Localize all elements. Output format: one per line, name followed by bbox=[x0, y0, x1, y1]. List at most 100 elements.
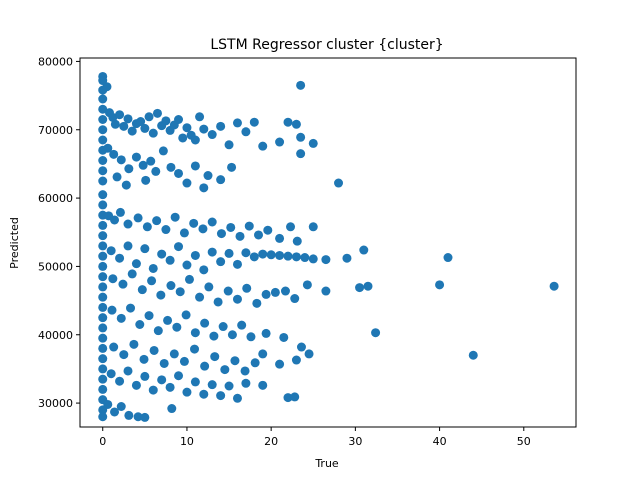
data-point bbox=[148, 128, 158, 138]
data-point bbox=[110, 407, 120, 417]
data-point bbox=[103, 143, 113, 153]
data-point bbox=[258, 380, 268, 390]
data-point bbox=[266, 250, 276, 260]
data-point bbox=[355, 283, 365, 293]
data-point bbox=[321, 286, 331, 296]
data-point bbox=[182, 387, 192, 397]
data-point bbox=[98, 176, 108, 186]
data-point bbox=[308, 254, 318, 264]
data-point bbox=[116, 155, 126, 165]
data-point bbox=[98, 125, 108, 135]
data-point bbox=[98, 104, 108, 114]
data-point bbox=[249, 252, 259, 262]
data-point bbox=[98, 241, 108, 251]
data-point bbox=[224, 248, 234, 258]
data-point bbox=[258, 249, 268, 259]
data-point bbox=[199, 265, 209, 275]
data-point bbox=[216, 175, 226, 185]
data-point bbox=[123, 219, 133, 229]
data-point bbox=[140, 123, 150, 133]
data-point bbox=[190, 377, 200, 387]
data-point bbox=[283, 117, 293, 127]
data-point bbox=[252, 298, 262, 308]
data-point bbox=[172, 322, 182, 332]
y-tick-label: 30000 bbox=[38, 397, 73, 410]
data-point bbox=[292, 236, 302, 246]
data-point bbox=[241, 378, 251, 388]
data-point bbox=[210, 352, 220, 362]
data-point bbox=[135, 320, 145, 329]
data-point bbox=[98, 94, 108, 104]
data-point bbox=[321, 255, 331, 265]
data-point bbox=[98, 313, 108, 323]
data-point bbox=[240, 366, 250, 376]
data-point bbox=[223, 286, 233, 296]
data-point bbox=[166, 162, 176, 172]
data-point bbox=[144, 112, 154, 122]
data-point bbox=[232, 259, 242, 269]
data-point bbox=[200, 361, 210, 371]
data-point bbox=[141, 175, 151, 185]
data-point bbox=[131, 380, 141, 390]
data-point bbox=[174, 115, 184, 124]
data-point bbox=[98, 374, 108, 384]
data-point bbox=[115, 110, 125, 120]
data-point bbox=[220, 365, 230, 375]
data-point bbox=[169, 349, 179, 359]
data-point bbox=[131, 152, 141, 162]
data-point bbox=[275, 233, 285, 243]
data-point bbox=[296, 342, 306, 352]
data-point bbox=[199, 183, 209, 193]
data-point bbox=[108, 274, 118, 284]
data-point bbox=[167, 404, 177, 414]
data-point bbox=[98, 231, 108, 241]
x-axis-label: True bbox=[314, 457, 339, 470]
chart-title: LSTM Regressor cluster {cluster} bbox=[210, 37, 443, 53]
data-point bbox=[140, 412, 150, 422]
data-point bbox=[291, 252, 301, 262]
data-point bbox=[216, 121, 226, 131]
data-point bbox=[98, 282, 108, 292]
data-point bbox=[290, 392, 300, 402]
data-point bbox=[213, 297, 223, 307]
data-point bbox=[190, 161, 200, 171]
data-point bbox=[165, 255, 175, 265]
data-point bbox=[250, 358, 260, 368]
data-point bbox=[209, 331, 219, 341]
y-tick-label: 60000 bbox=[38, 192, 73, 205]
data-point bbox=[207, 247, 217, 257]
data-point bbox=[163, 315, 173, 325]
data-point bbox=[110, 215, 120, 225]
data-point bbox=[107, 305, 117, 315]
data-point bbox=[227, 330, 237, 340]
data-point bbox=[216, 229, 226, 239]
data-point bbox=[232, 393, 242, 403]
data-point bbox=[443, 253, 453, 263]
data-point bbox=[246, 332, 256, 342]
data-point bbox=[468, 350, 478, 360]
data-point bbox=[166, 281, 176, 291]
plot-area-frame bbox=[79, 57, 577, 428]
data-point bbox=[159, 358, 169, 368]
data-point bbox=[230, 356, 240, 366]
data-point bbox=[174, 242, 184, 252]
data-point bbox=[300, 253, 310, 263]
data-point bbox=[302, 280, 312, 290]
data-point bbox=[283, 393, 293, 403]
data-point bbox=[178, 133, 188, 143]
data-point bbox=[258, 141, 268, 151]
data-point bbox=[179, 356, 189, 366]
y-tick-label: 80000 bbox=[38, 55, 73, 68]
data-point bbox=[359, 245, 369, 255]
data-point bbox=[140, 371, 150, 381]
data-point bbox=[275, 137, 285, 147]
data-point bbox=[139, 354, 149, 364]
data-point bbox=[279, 332, 289, 342]
data-point bbox=[207, 380, 217, 390]
data-point bbox=[115, 376, 125, 386]
data-point bbox=[110, 119, 120, 129]
data-point bbox=[98, 135, 108, 145]
data-point bbox=[189, 218, 199, 228]
data-point bbox=[342, 253, 352, 263]
